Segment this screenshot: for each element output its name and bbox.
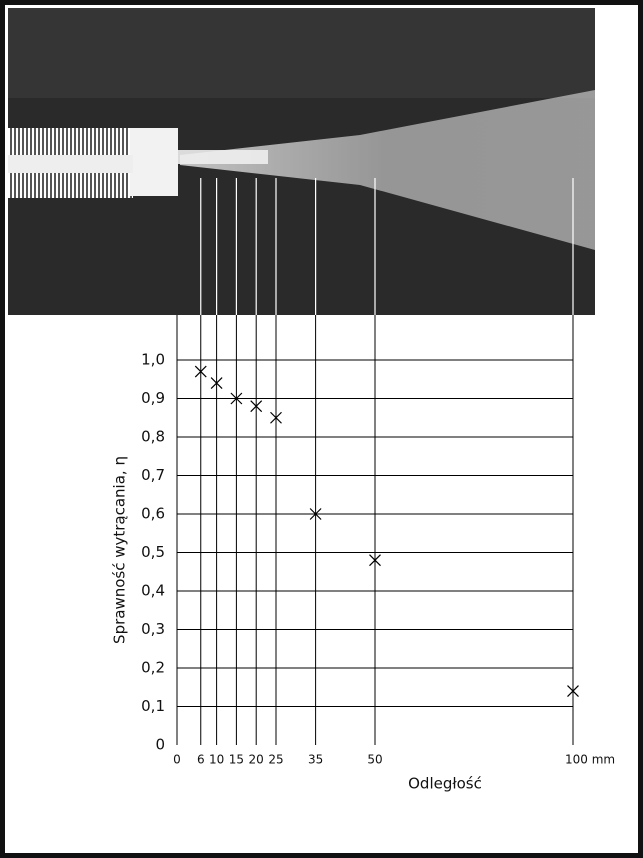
x-axis-title: Odległość [408, 775, 482, 793]
y-axis-title: Sprawność wytrącania, η [111, 456, 129, 644]
x-tick-label: 15 [229, 753, 244, 767]
x-tick-label: 100 mm [565, 753, 615, 767]
y-tick-label: 0,1 [141, 697, 165, 715]
x-tick-label: 35 [308, 753, 323, 767]
y-tick-label: 0,8 [141, 428, 165, 446]
y-tick-label: 0,2 [141, 659, 165, 677]
y-tick-label: 0,3 [141, 620, 165, 638]
y-tick-label: 0,6 [141, 505, 165, 523]
chart: Sprawność wytrącania, η Odległość 0 0,1 0,… [0, 0, 643, 858]
y-tick-label: 0,5 [141, 543, 165, 561]
x-tick-label: 25 [268, 753, 283, 767]
x-tick-label: 20 [249, 753, 264, 767]
x-tick-label: 0 [173, 753, 181, 767]
page: Sprawność wytrącania, η Odległość 0 0,1 0,… [0, 0, 643, 858]
y-tick-label: 0,4 [141, 582, 165, 600]
y-tick-label: 0,9 [141, 389, 165, 407]
y-tick-label: 0 [155, 736, 165, 754]
photo [8, 8, 595, 315]
y-tick-label: 1,0 [141, 351, 165, 369]
x-tick-label: 6 [197, 753, 205, 767]
x-tick-label: 50 [367, 753, 382, 767]
x-tick-label: 10 [209, 753, 224, 767]
y-tick-label: 0,7 [141, 466, 165, 484]
